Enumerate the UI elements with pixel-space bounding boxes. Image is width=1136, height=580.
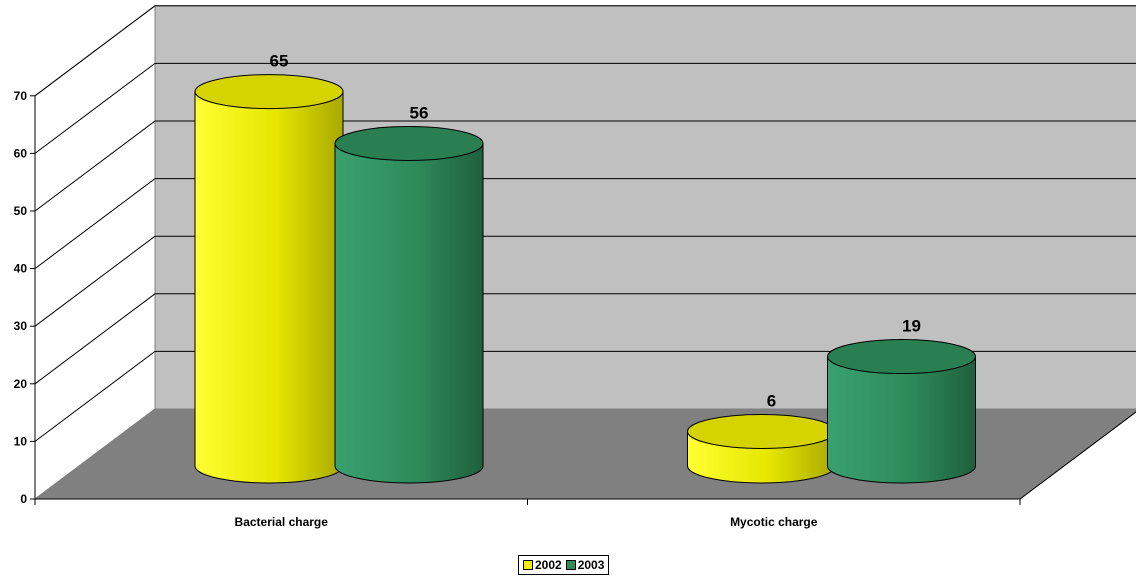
bar-2002-0: [194, 74, 344, 484]
gridline-side: [34, 350, 156, 442]
bar-body: [194, 91, 344, 484]
y-tick-label: 30: [14, 319, 28, 333]
y-tick-label: 10: [14, 434, 28, 448]
y-tick-label: 60: [14, 146, 28, 160]
gridline-side: [34, 63, 156, 154]
bar-2003-0: [334, 125, 484, 484]
legend-label-2003: 2003: [577, 558, 605, 572]
y-tick-label: 70: [14, 89, 28, 103]
gridline-side: [34, 235, 156, 327]
y-tick-label: 20: [14, 377, 28, 391]
legend-swatch-2002: [523, 560, 533, 570]
data-label: 6: [767, 391, 776, 410]
bar-top: [334, 125, 484, 161]
bar-top: [827, 339, 976, 375]
gridline-side: [34, 5, 156, 97]
gridline-side: [34, 120, 156, 212]
legend-item-2003: 2003: [565, 558, 605, 572]
legend: 2002 2003: [518, 555, 610, 575]
legend-label-2002: 2002: [535, 558, 562, 572]
data-label: 56: [410, 103, 429, 122]
labels: 0 10 20 30 40 50 60 70 Bacterial charge Mycotic c…: [14, 52, 921, 529]
axes: [30, 95, 1136, 505]
category-label: Mycotic charge: [730, 515, 818, 529]
y-tick-label: 50: [14, 204, 28, 218]
bar-top: [194, 74, 344, 110]
bar-body: [334, 142, 484, 484]
bar-top: [687, 413, 836, 449]
y-tick-label: 40: [14, 262, 28, 276]
legend-item-2002: 2002: [523, 558, 562, 572]
bar-2003-1: [827, 339, 976, 484]
y-tick-label: 0: [20, 492, 27, 506]
data-label: 19: [902, 317, 921, 336]
bars: [194, 74, 976, 484]
bar-2002-1: [687, 413, 836, 484]
gridline-side: [34, 293, 156, 385]
floor-right-edge: [1019, 411, 1136, 500]
data-label: 65: [270, 52, 289, 71]
category-label: Bacterial charge: [235, 515, 329, 529]
legend-swatch-2003: [565, 560, 576, 570]
bar-body: [827, 356, 976, 484]
gridline-side: [34, 178, 156, 270]
